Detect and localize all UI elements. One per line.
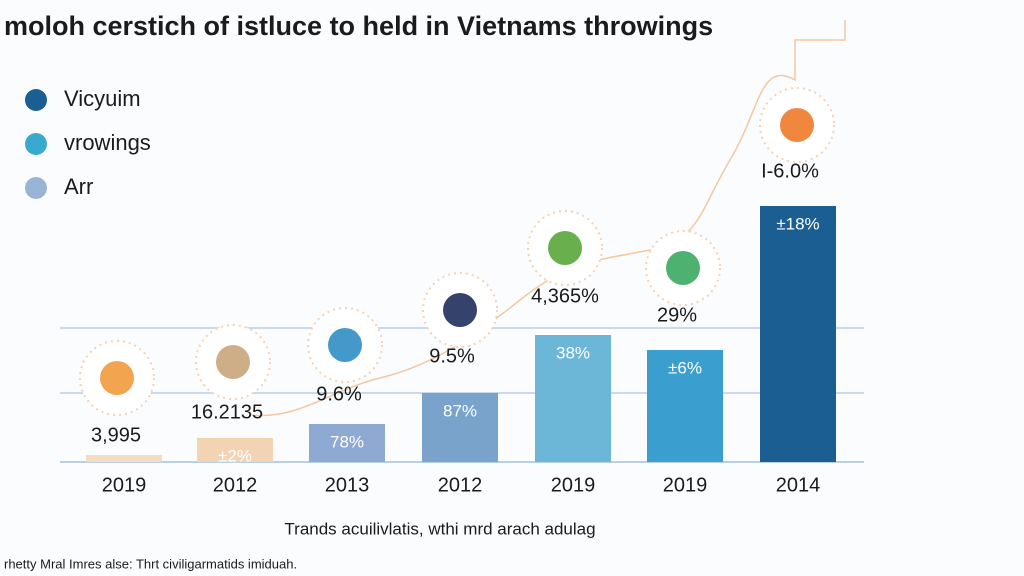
legend-marker bbox=[25, 89, 47, 111]
x-tick-label: 2013 bbox=[325, 474, 370, 496]
x-axis-label: Trands acuilivlatis, wthi mrd arach adul… bbox=[284, 519, 595, 538]
x-tick-label: 2019 bbox=[102, 474, 147, 496]
icon bbox=[548, 231, 582, 265]
value-label: ±6% bbox=[668, 358, 702, 377]
value-label: ±2% bbox=[218, 446, 252, 465]
icon bbox=[100, 361, 134, 395]
footer: rhetty Mral Imres alse: Thrt civiligarma… bbox=[4, 556, 297, 571]
icon bbox=[216, 345, 250, 379]
bar-annotation: 3,995 bbox=[91, 424, 141, 446]
bar bbox=[197, 438, 273, 462]
x-tick-label: 2019 bbox=[551, 474, 596, 496]
legend-label: vrowings bbox=[64, 130, 151, 155]
bar-annotation: 29% bbox=[657, 304, 697, 326]
value-label: ±18% bbox=[776, 214, 819, 233]
x-tick-label: 2012 bbox=[213, 474, 258, 496]
value-label: 87% bbox=[443, 401, 477, 420]
x-tick-label: 2012 bbox=[438, 474, 483, 496]
legend-label: Vicyuim bbox=[64, 86, 141, 111]
legend-label: Arr bbox=[64, 174, 93, 199]
bar-annotation: 4,365% bbox=[531, 285, 599, 307]
icon bbox=[443, 293, 477, 327]
x-tick-label: 2019 bbox=[663, 474, 708, 496]
bar-annotation: 9.5% bbox=[429, 345, 475, 367]
chart-title: moloh cerstich of istluce to held in Vie… bbox=[4, 11, 713, 41]
bar bbox=[647, 350, 723, 462]
icon bbox=[328, 328, 362, 362]
bar-annotation: 9.6% bbox=[316, 383, 362, 405]
value-label: 78% bbox=[330, 432, 364, 451]
legend-marker bbox=[25, 133, 47, 155]
bar bbox=[535, 335, 611, 462]
bar bbox=[422, 393, 498, 462]
x-tick-label: 2014 bbox=[776, 474, 821, 496]
bar bbox=[309, 424, 385, 462]
bar bbox=[86, 455, 162, 462]
icon bbox=[666, 251, 700, 285]
bar-annotation: I-6.0% bbox=[761, 160, 819, 182]
bar bbox=[760, 206, 836, 462]
value-label: 38% bbox=[556, 343, 590, 362]
icon bbox=[780, 108, 814, 142]
legend-marker bbox=[25, 177, 47, 199]
bar-annotation: 16.2135 bbox=[191, 401, 263, 423]
